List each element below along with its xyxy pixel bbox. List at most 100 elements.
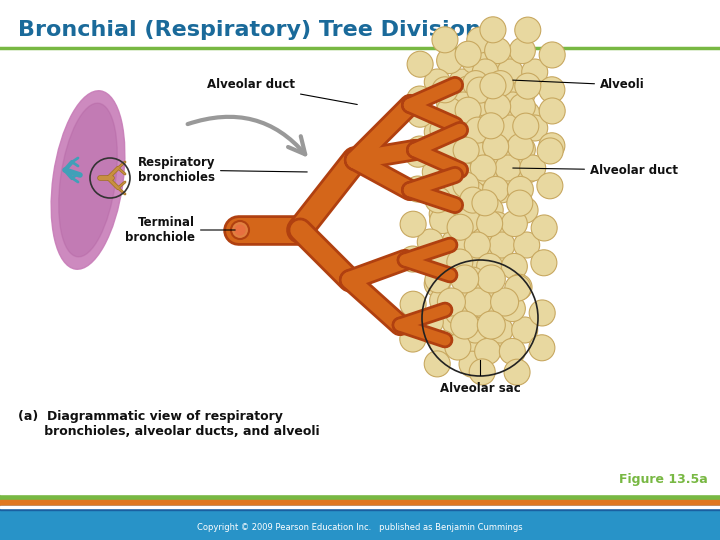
Circle shape [491, 137, 517, 163]
Circle shape [531, 250, 557, 276]
Circle shape [424, 351, 450, 377]
Circle shape [484, 212, 510, 238]
Circle shape [539, 98, 565, 124]
Circle shape [472, 159, 498, 185]
Circle shape [455, 41, 481, 67]
Circle shape [470, 275, 496, 301]
Text: Alveolar duct: Alveolar duct [513, 164, 678, 177]
Circle shape [435, 180, 461, 206]
Text: (a)  Diagrammatic view of respiratory
      bronchioles, alveolar ducts, and alv: (a) Diagrammatic view of respiratory bro… [18, 410, 320, 438]
Circle shape [477, 311, 505, 339]
Circle shape [480, 73, 506, 99]
Circle shape [459, 271, 485, 297]
Circle shape [235, 225, 245, 235]
Circle shape [407, 136, 433, 162]
Circle shape [529, 300, 555, 326]
Circle shape [480, 157, 505, 183]
Circle shape [478, 113, 504, 139]
Circle shape [509, 38, 536, 64]
Circle shape [460, 187, 486, 213]
Circle shape [436, 140, 463, 166]
Circle shape [491, 52, 517, 78]
Circle shape [497, 115, 523, 141]
Circle shape [462, 317, 488, 343]
Circle shape [449, 119, 475, 145]
Circle shape [418, 309, 444, 335]
Circle shape [431, 161, 457, 187]
Circle shape [400, 291, 426, 317]
Circle shape [464, 201, 490, 227]
Text: Bronchial (Respiratory) Tree Divisions: Bronchial (Respiratory) Tree Divisions [18, 20, 494, 40]
Circle shape [466, 111, 492, 137]
Ellipse shape [59, 103, 117, 257]
Circle shape [445, 334, 471, 360]
Circle shape [484, 327, 510, 353]
Circle shape [454, 330, 480, 356]
Circle shape [430, 117, 456, 143]
Circle shape [529, 335, 555, 361]
Circle shape [400, 326, 426, 352]
Circle shape [430, 207, 456, 234]
Circle shape [531, 215, 557, 241]
Ellipse shape [51, 91, 125, 269]
Circle shape [520, 155, 546, 181]
Circle shape [400, 246, 426, 272]
Circle shape [500, 92, 526, 118]
Circle shape [497, 59, 523, 85]
Circle shape [501, 211, 527, 237]
Circle shape [487, 71, 513, 97]
Circle shape [462, 48, 487, 73]
Circle shape [482, 177, 508, 202]
Text: Respiratory
bronchioles: Respiratory bronchioles [138, 156, 307, 184]
Circle shape [471, 274, 498, 300]
Circle shape [474, 339, 500, 364]
Circle shape [453, 137, 479, 163]
Text: Alveolar sac: Alveolar sac [440, 382, 521, 395]
Circle shape [429, 201, 455, 227]
Circle shape [491, 87, 517, 113]
Circle shape [436, 90, 463, 117]
Circle shape [451, 311, 479, 339]
Circle shape [477, 265, 505, 293]
Circle shape [449, 69, 475, 95]
Circle shape [462, 90, 487, 117]
Circle shape [231, 221, 249, 239]
Circle shape [467, 77, 492, 103]
Circle shape [453, 172, 479, 198]
Circle shape [505, 275, 531, 301]
Circle shape [400, 211, 426, 237]
Circle shape [430, 288, 456, 314]
Circle shape [487, 317, 513, 343]
Circle shape [455, 97, 481, 123]
Circle shape [474, 119, 500, 145]
Circle shape [447, 214, 473, 240]
Circle shape [423, 159, 449, 185]
Circle shape [508, 133, 534, 160]
Circle shape [436, 98, 463, 124]
Circle shape [442, 309, 468, 335]
Circle shape [459, 138, 485, 164]
Circle shape [431, 111, 457, 137]
Circle shape [485, 38, 510, 64]
Bar [0, 508, 720, 540]
Circle shape [507, 190, 533, 216]
Bar [0, 494, 720, 500]
Circle shape [424, 119, 450, 145]
Text: Copyright © 2009 Pearson Education Inc.   published as Benjamin Cummings: Copyright © 2009 Pearson Education Inc. … [197, 523, 523, 532]
Circle shape [454, 251, 480, 276]
Circle shape [430, 251, 456, 276]
Circle shape [466, 161, 492, 187]
Circle shape [460, 267, 486, 293]
FancyArrowPatch shape [188, 117, 305, 154]
Circle shape [512, 197, 538, 223]
Circle shape [455, 76, 481, 102]
Circle shape [407, 86, 433, 112]
Circle shape [475, 92, 501, 118]
Circle shape [500, 295, 526, 322]
Circle shape [467, 229, 492, 255]
Bar [0, 506, 720, 510]
Circle shape [435, 138, 461, 164]
Circle shape [515, 73, 541, 99]
Circle shape [472, 115, 498, 141]
Circle shape [514, 101, 540, 127]
